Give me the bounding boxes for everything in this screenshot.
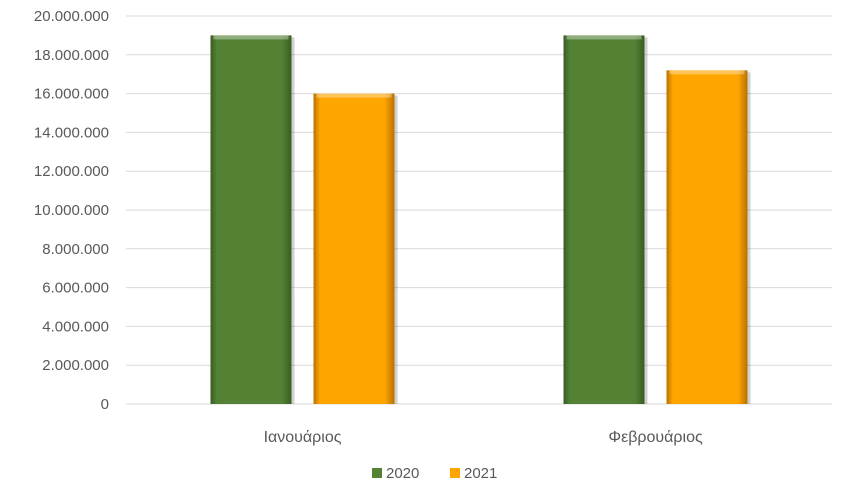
bars xyxy=(210,35,751,405)
bar-2020-0 xyxy=(210,35,292,405)
bar-highlight xyxy=(566,35,642,40)
bar-highlight xyxy=(213,35,289,40)
y-tick-label: 12.000.000 xyxy=(34,163,109,180)
x-axis-categories: Ιανουάριος Φεβρουάριος xyxy=(264,429,703,446)
y-tick-label: 10.000.000 xyxy=(34,202,109,219)
y-tick-label: 2.000.000 xyxy=(42,357,109,374)
x-category-label: Φεβρουάριος xyxy=(608,429,703,446)
legend-swatch-2020 xyxy=(372,468,382,478)
bar-2021-0 xyxy=(313,93,395,404)
legend-label-2021: 2021 xyxy=(464,465,497,482)
bar-highlight xyxy=(669,70,745,75)
legend-label-2020: 2020 xyxy=(386,465,419,482)
y-tick-label: 6.000.000 xyxy=(42,280,109,297)
y-tick-label: 14.000.000 xyxy=(34,124,109,141)
legend-swatch-2021 xyxy=(450,468,460,478)
x-category-label: Ιανουάριος xyxy=(264,429,342,446)
y-tick-label: 4.000.000 xyxy=(42,318,109,335)
y-tick-label: 18.000.000 xyxy=(34,47,109,64)
y-axis-ticks: 0 2.000.000 4.000.000 6.000.000 8.000.000 10.… xyxy=(34,8,109,413)
y-tick-label: 16.000.000 xyxy=(34,86,109,103)
bar-highlight xyxy=(316,93,392,98)
y-tick-label: 0 xyxy=(101,396,109,413)
bar-2020-1 xyxy=(563,35,645,405)
bar-2021-1 xyxy=(666,70,748,404)
y-tick-label: 20.000.000 xyxy=(34,8,109,25)
y-tick-label: 8.000.000 xyxy=(42,241,109,258)
legend: 2020 2021 xyxy=(372,465,497,482)
